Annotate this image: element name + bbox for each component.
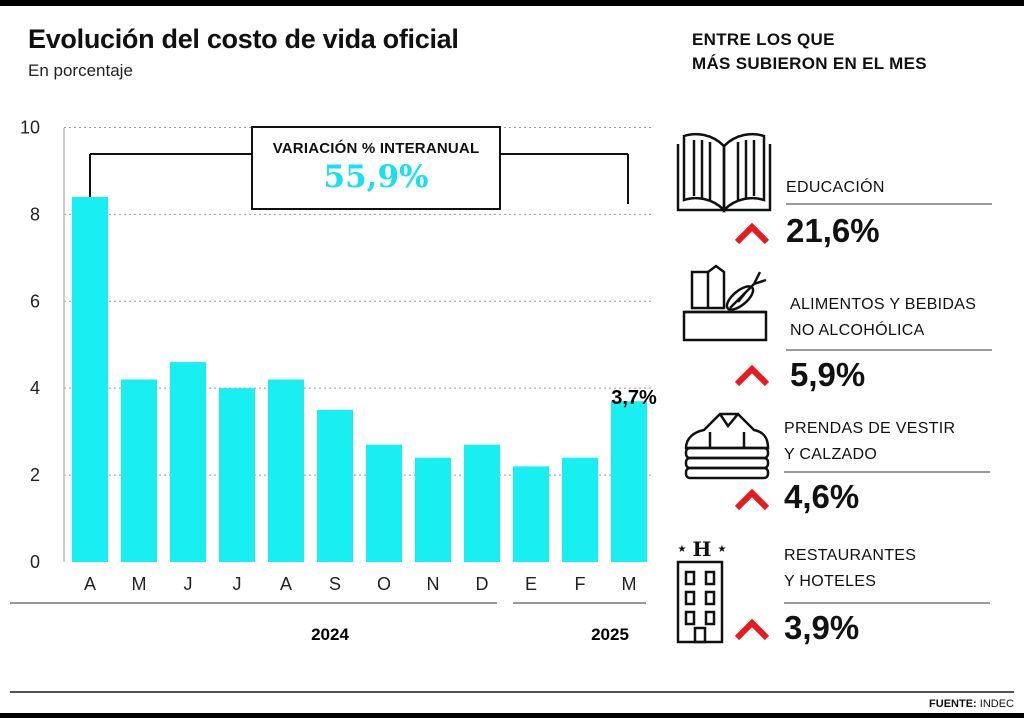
category-value: 4,6% [784,478,860,515]
interannual-label: VARIACIÓN % INTERANUAL [272,140,480,157]
category-rule [786,203,992,205]
svg-text:★: ★ [678,544,687,555]
sidebar-title: ENTRE LOS QUE MÁS SUBIERON EN EL MES [692,28,927,76]
bar [513,466,549,562]
bars [72,196,647,562]
up-arrow-icon [734,222,770,245]
bar [611,401,647,562]
category-label-line1: RESTAURANTES [784,547,917,564]
y-tick-label: 8 [30,204,40,224]
up-arrow-icon [734,618,770,641]
bar [366,444,402,562]
y-tick-label: 4 [30,378,40,398]
y-tick-label: 2 [30,465,40,485]
x-tick-label: J [233,574,242,594]
sidebar-title-line2: MÁS SUBIERON EN EL MES [692,54,927,73]
bar [317,409,353,562]
up-arrow-icon [734,364,770,387]
chart-subtitle: En porcentaje [28,61,133,80]
bar [121,379,157,562]
source-value: INDEC [979,698,1014,710]
book-icon [676,132,772,214]
x-tick-label: A [280,574,292,594]
source-label: FUENTE: [929,698,977,710]
interannual-value: 55,9% [323,159,429,195]
hotel-icon: H ★ ★ [676,537,727,644]
bar [170,362,206,562]
grocery-box-icon [682,264,768,342]
x-tick-label: M [132,574,147,594]
up-arrow-icon [734,488,770,511]
category-rule [784,471,990,473]
category-rule [786,349,992,351]
x-tick-label: E [525,574,537,594]
x-tick-label: D [476,574,489,594]
top-bar [0,0,1024,6]
x-tick-label: N [427,574,440,594]
bottom-bar [0,713,1024,718]
x-tick-label: J [184,574,193,594]
category-value: 21,6% [786,212,880,249]
bar [219,388,255,562]
bar [464,444,500,562]
interannual-box: VARIACIÓN % INTERANUAL 55,9% [251,126,501,210]
x-tick-label: F [575,574,586,594]
y-axis-ticks: 0 2 4 6 8 10 [20,117,40,572]
y-tick-label: 6 [30,291,40,311]
bar [268,379,304,562]
y-tick-label: 0 [30,552,40,572]
category-label: EDUCACIÓN [786,179,885,196]
folded-clothes-icon [684,412,770,480]
x-tick-label: O [377,574,391,594]
bar [562,457,598,562]
bar [72,196,108,562]
source-note: FUENTE: INDEC [929,698,1014,710]
category-label-line1: ALIMENTOS Y BEBIDAS [790,296,977,313]
category-label-line2: NO ALCOHÓLICA [790,322,925,339]
svg-text:★: ★ [718,544,727,555]
bar-chart: 0 2 4 6 8 10 A M J J A S O N D E F M 2024 2025 3,7% [10,117,657,644]
x-tick-label: S [329,574,341,594]
chart-title: Evolución del costo de vida oficial [28,24,459,54]
gridlines [64,126,652,476]
y-tick-label: 10 [20,117,40,137]
category-label-line2: Y CALZADO [784,446,878,463]
category-value: 5,9% [790,356,866,393]
category-label-line1: PRENDAS DE VESTIR [784,420,956,437]
sidebar-title-line1: ENTRE LOS QUE [692,30,835,49]
year-label-2025: 2025 [591,625,629,644]
x-tick-label: A [84,574,96,594]
category-rule [784,602,990,604]
footer-rule [10,691,1014,693]
svg-text:H: H [693,537,712,561]
x-tick-label: M [622,574,637,594]
category-value: 3,9% [784,609,860,646]
category-label-line2: Y HOTELES [784,573,877,590]
year-label-2024: 2024 [311,625,349,644]
bar [415,457,451,562]
last-bar-value-label: 3,7% [611,387,657,409]
